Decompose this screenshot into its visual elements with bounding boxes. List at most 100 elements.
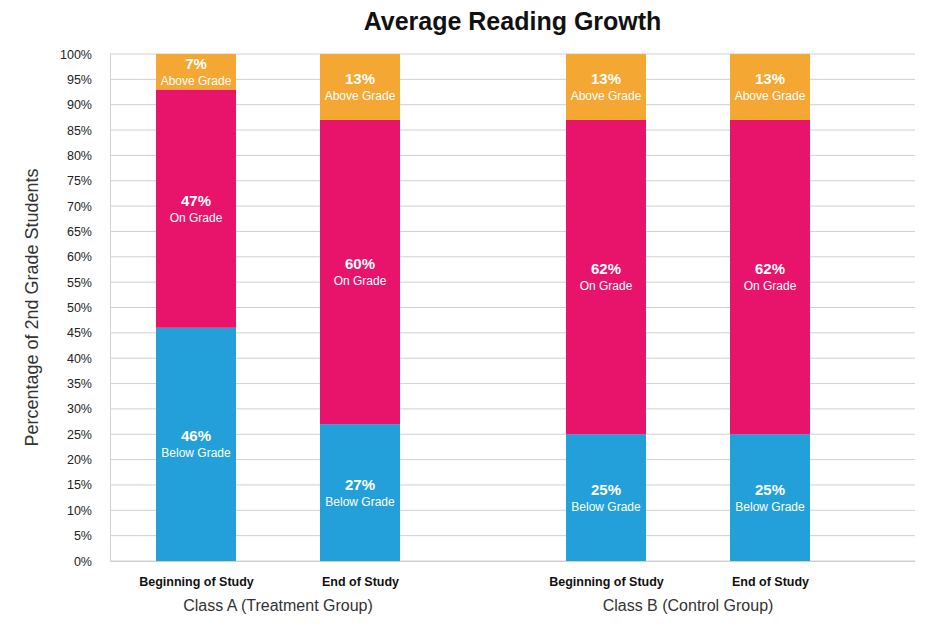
y-axis: 0% 5% 10% 15% 20% 25% 30% 35% 40% 45% 50% 55% 60% 65%… <box>60 48 110 569</box>
y-tick-label: 95% <box>67 73 92 87</box>
y-tick-label: 40% <box>67 352 92 366</box>
data-label: 62% <box>591 260 621 277</box>
y-tick-label: 75% <box>67 174 92 188</box>
y-tick-label: 80% <box>67 149 92 163</box>
segment-name: Below Grade <box>735 500 805 514</box>
y-tick: 0% <box>74 555 110 569</box>
y-tick: 40% <box>67 352 110 366</box>
data-label: 62% <box>755 260 785 277</box>
segment-name: Above Grade <box>735 89 806 103</box>
data-label: 7% <box>185 55 207 72</box>
x-tick-label: Beginning of Study <box>139 575 254 589</box>
y-tick-label: 85% <box>67 124 92 138</box>
y-tick-label: 25% <box>67 428 92 442</box>
y-tick: 85% <box>67 124 110 138</box>
bar-segment <box>320 54 400 120</box>
chart: Average Reading Growth Percentage of 2nd … <box>0 0 937 641</box>
y-tick: 95% <box>67 73 110 87</box>
y-tick: 60% <box>67 250 110 264</box>
data-label: 13% <box>591 70 621 87</box>
data-label: 46% <box>181 427 211 444</box>
x-tick: End of Study <box>322 561 399 589</box>
series <box>156 54 810 120</box>
y-tick: 55% <box>67 276 110 290</box>
x-tick-label: Beginning of Study <box>549 575 664 589</box>
bar-segment <box>566 120 646 434</box>
y-tick-label: 60% <box>67 250 92 264</box>
y-tick-label: 30% <box>67 402 92 416</box>
bar-segment <box>566 434 646 561</box>
data-label: 25% <box>755 481 785 498</box>
y-tick-label: 70% <box>67 200 92 214</box>
y-tick: 75% <box>67 174 110 188</box>
y-tick: 20% <box>67 453 110 467</box>
data-label: 27% <box>345 476 375 493</box>
segment-name: Above Grade <box>325 89 396 103</box>
y-tick: 10% <box>67 504 110 518</box>
y-tick: 65% <box>67 225 110 239</box>
bar-segment <box>156 328 236 561</box>
bars <box>156 54 810 561</box>
series <box>156 328 810 561</box>
y-tick-label: 15% <box>67 478 92 492</box>
y-tick: 90% <box>67 98 110 112</box>
y-tick: 45% <box>67 326 110 340</box>
segment-name: Below Grade <box>571 500 641 514</box>
data-label: 13% <box>345 70 375 87</box>
data-label: 47% <box>181 192 211 209</box>
data-label: 60% <box>345 255 375 272</box>
y-tick-label: 55% <box>67 276 92 290</box>
y-tick: 80% <box>67 149 110 163</box>
y-axis-line <box>110 55 111 562</box>
segment-name: On Grade <box>744 279 797 293</box>
segment-name: Below Grade <box>161 446 231 460</box>
x-tick-label: End of Study <box>732 575 809 589</box>
y-tick-label: 90% <box>67 98 92 112</box>
data-label: 13% <box>755 70 785 87</box>
segment-name: On Grade <box>580 279 633 293</box>
bar-segment <box>320 424 400 561</box>
y-tick: 15% <box>67 478 110 492</box>
bar-segment <box>566 54 646 120</box>
y-tick: 50% <box>67 301 110 315</box>
y-tick-label: 10% <box>67 504 92 518</box>
y-tick: 35% <box>67 377 110 391</box>
segment-name: On Grade <box>170 211 223 225</box>
segment-name: Below Grade <box>325 495 395 509</box>
segment-name: On Grade <box>334 274 387 288</box>
x-tick: Beginning of Study <box>549 561 664 589</box>
x-tick: Beginning of Study <box>139 561 254 589</box>
x-axis-line <box>111 561 916 562</box>
y-tick-label: 0% <box>74 555 92 569</box>
x-axis: Beginning of Study End of Study Beginning … <box>111 561 916 589</box>
y-tick: 30% <box>67 402 110 416</box>
group-label: Class A (Treatment Group) <box>183 597 373 614</box>
segment-name: Above Grade <box>571 89 642 103</box>
y-tick-label: 100% <box>60 48 92 62</box>
x-tick: End of Study <box>732 561 809 589</box>
y-tick: 25% <box>67 428 110 442</box>
group-label: Class B (Control Group) <box>603 597 774 614</box>
y-tick: 5% <box>74 529 110 543</box>
y-tick: 100% <box>60 48 110 62</box>
y-tick-label: 50% <box>67 301 92 315</box>
y-tick-label: 45% <box>67 326 92 340</box>
title: Average Reading Growth <box>364 7 662 35</box>
group-labels: Class A (Treatment Group) Class B (Contro… <box>183 597 773 614</box>
data-label: 25% <box>591 481 621 498</box>
x-tick-label: End of Study <box>322 575 399 589</box>
bar-segment <box>730 54 810 120</box>
y-tick-label: 35% <box>67 377 92 391</box>
y-tick-label: 65% <box>67 225 92 239</box>
y-tick-label: 5% <box>74 529 92 543</box>
grid <box>110 54 915 561</box>
bar-segment <box>320 120 400 424</box>
series <box>156 89 810 434</box>
y-tick-label: 20% <box>67 453 92 467</box>
segment-name: Above Grade <box>161 74 232 88</box>
bar-segment <box>156 89 236 327</box>
bar-segment <box>730 434 810 561</box>
y-axis-title: Percentage of 2nd Grade Students <box>22 168 42 446</box>
bar-segment <box>156 54 236 89</box>
bar-segment <box>730 120 810 434</box>
